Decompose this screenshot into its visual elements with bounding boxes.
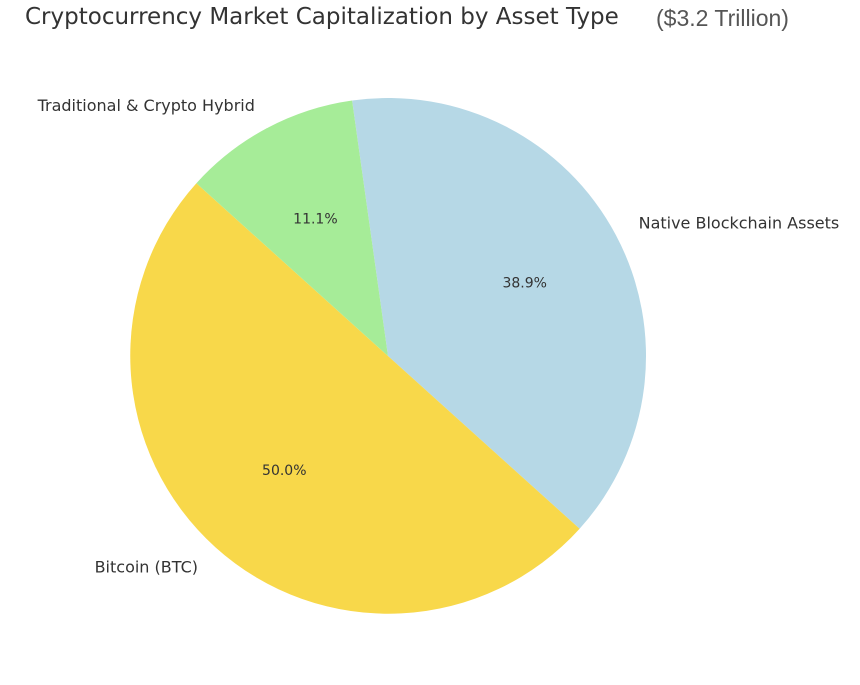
slice-category-label: Bitcoin (BTC) (95, 557, 198, 576)
slice-category-label: Native Blockchain Assets (639, 213, 840, 232)
chart-title: Cryptocurrency Market Capitalization by … (25, 4, 619, 30)
slice-percent-label: 50.0% (262, 463, 306, 479)
slice-percent-label: 38.9% (502, 275, 546, 291)
chart-subtitle: ($3.2 Trillion) (656, 5, 789, 31)
pie-slice (196, 100, 388, 356)
slice-percent-label: 11.1% (293, 211, 337, 227)
slice-category-label: Traditional & Crypto Hybrid (37, 96, 255, 115)
pie-slice (352, 97, 647, 529)
pie-slice (130, 183, 580, 614)
